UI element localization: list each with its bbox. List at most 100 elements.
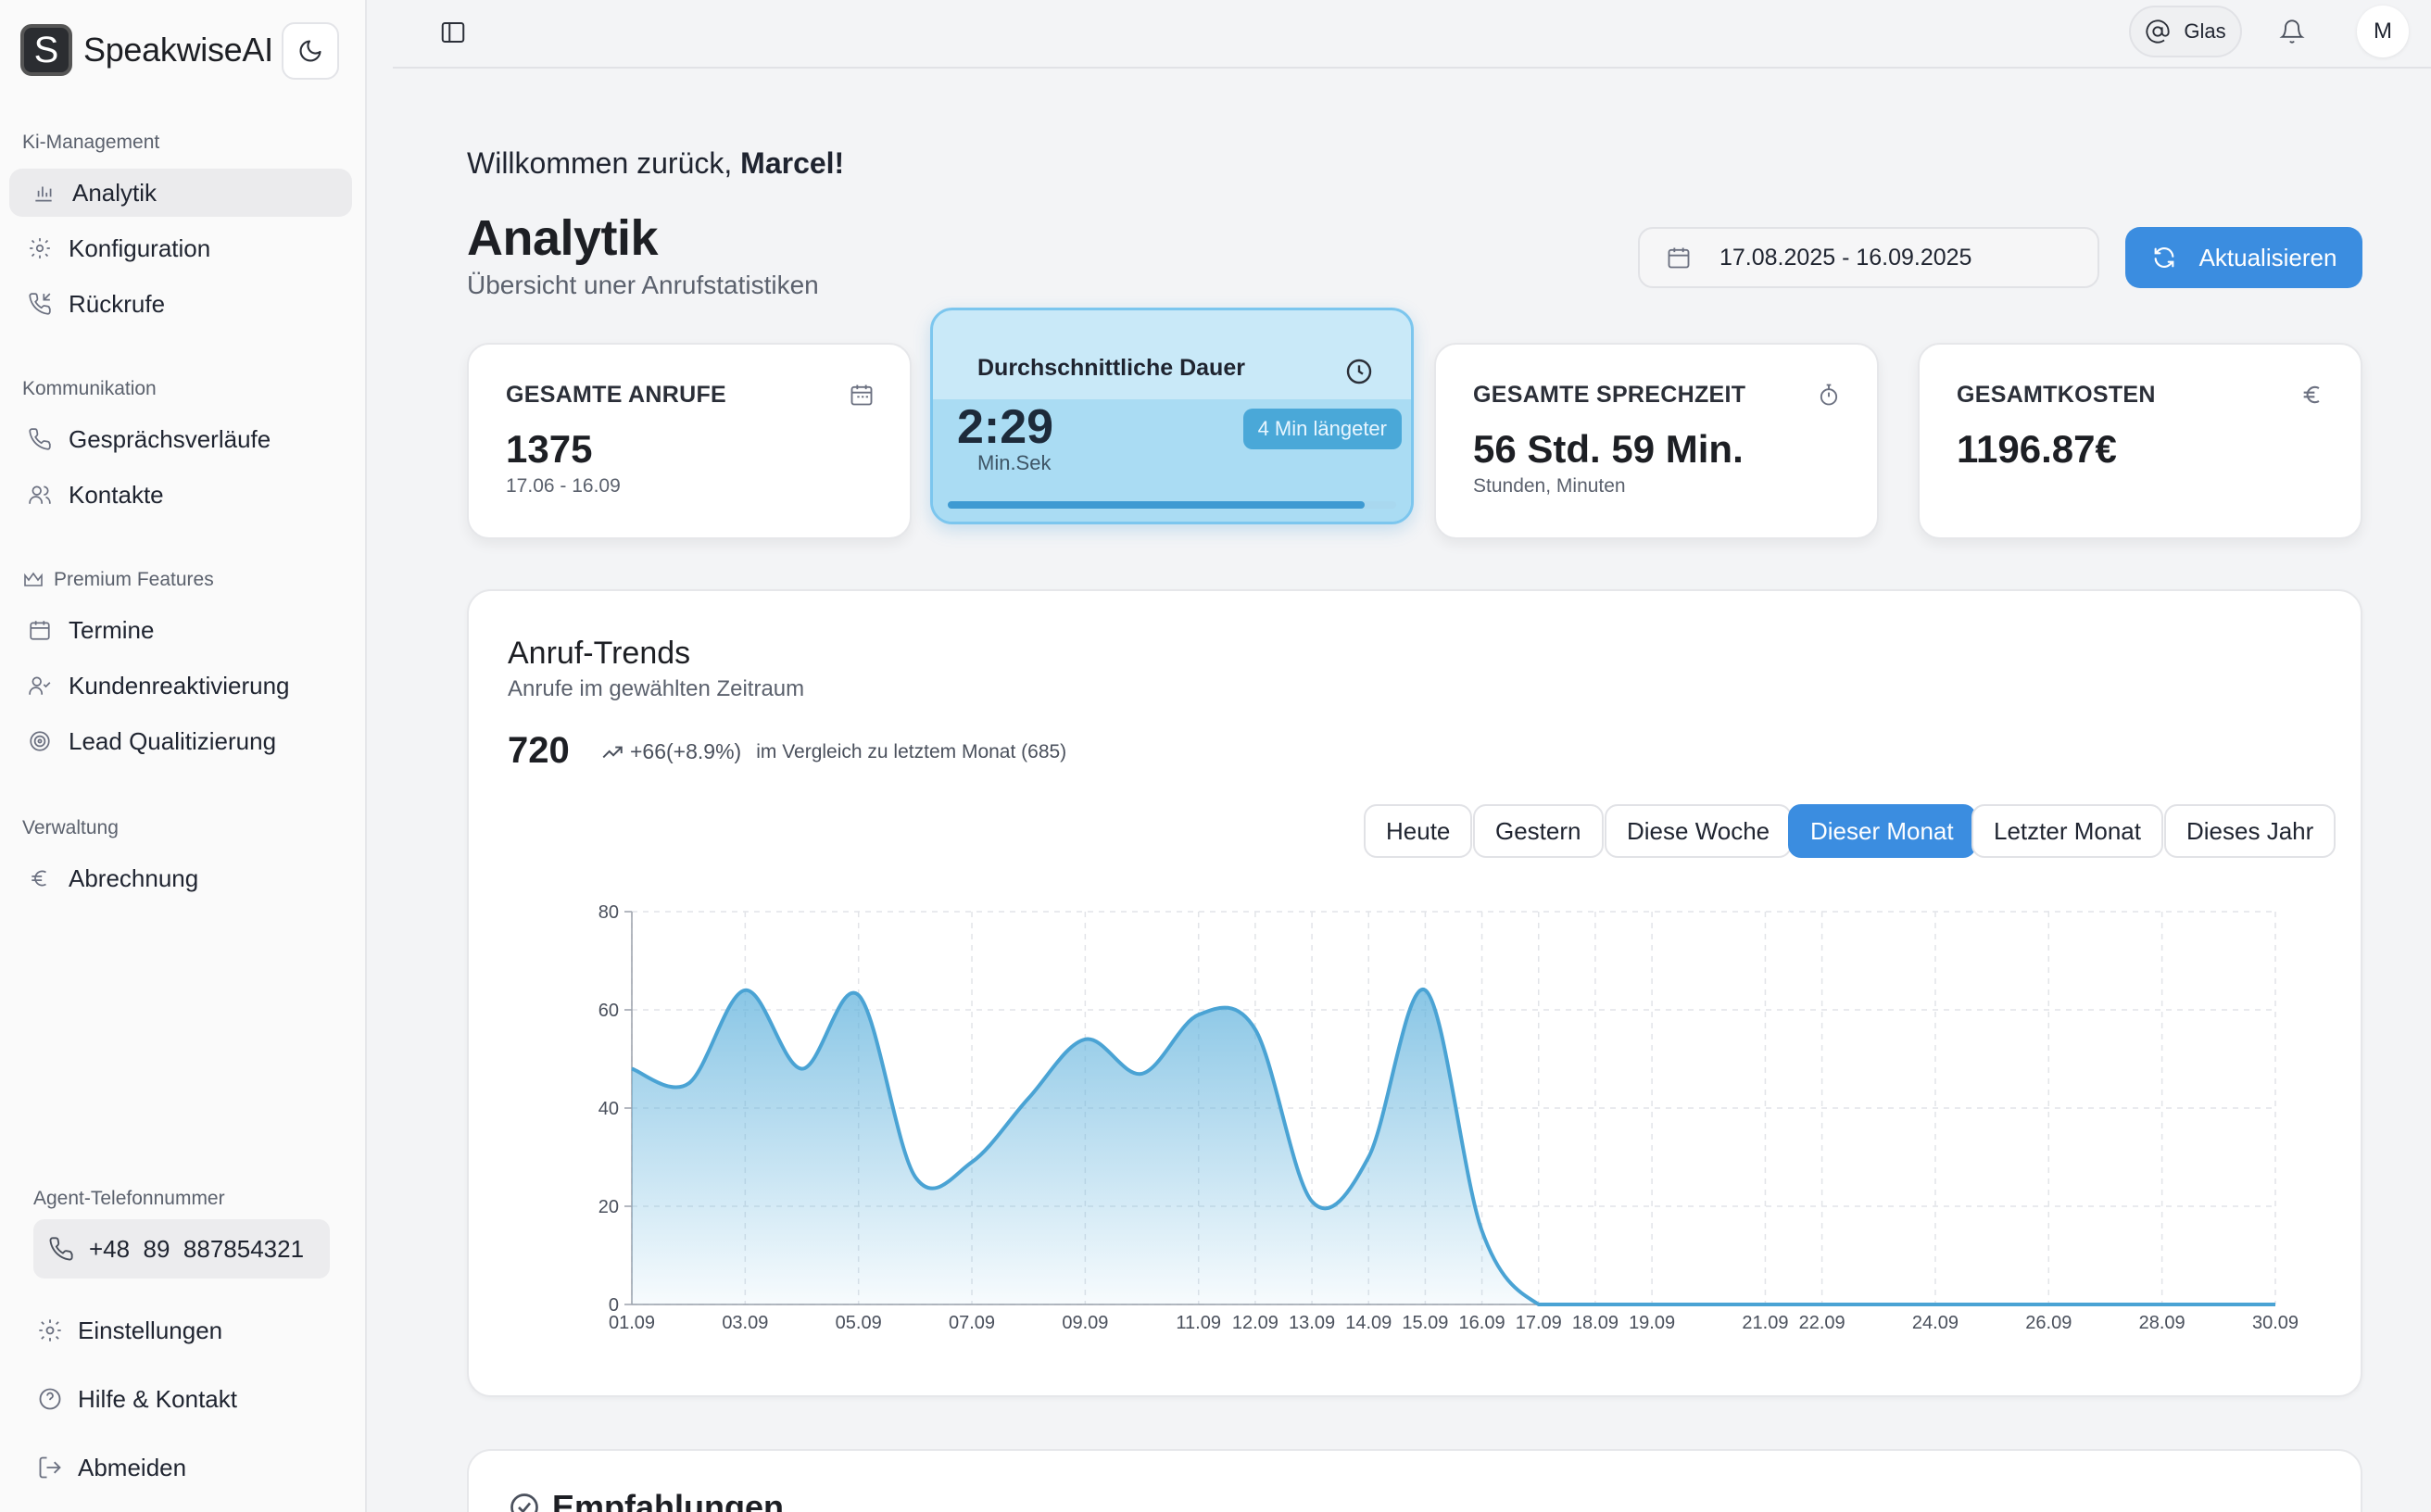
sidebar-item-label: Abrechnung [69, 863, 199, 892]
sidebar-item-rueckrufe[interactable]: Rückrufe [9, 280, 352, 328]
chart-total: 720 [508, 730, 570, 771]
bell-icon [2279, 19, 2305, 44]
x-tick-label: 30.09 [2252, 1313, 2299, 1333]
glas-label: Glas [2184, 19, 2226, 43]
sidebar-item-kontakte[interactable]: Kontakte [9, 471, 352, 519]
x-tick-label: 03.09 [722, 1313, 768, 1333]
sidebar-item-label: Lead Qualitizierung [69, 726, 277, 755]
y-tick-label: 60 [598, 1001, 619, 1021]
trend-compare: im Vergleich zu letztem Monat (685) [756, 740, 1067, 762]
section-premium-label: Premium Features [54, 569, 214, 590]
sidebar-item-abrechnung[interactable]: Abrechnung [9, 854, 352, 902]
bar-chart-icon [31, 181, 56, 205]
logout-link[interactable]: Abmeiden [37, 1445, 186, 1490]
sidebar-item-analytik[interactable]: Analytik [9, 169, 352, 217]
range-this-month-button[interactable]: Dieser Monat [1788, 804, 1976, 858]
agent-phone-field[interactable]: +48 89 887854321 [33, 1219, 330, 1279]
gear-icon [39, 1319, 61, 1342]
x-tick-label: 07.09 [949, 1313, 995, 1333]
sidebar-item-label: Termine [69, 615, 155, 644]
range-this-year-button[interactable]: Dieses Jahr [2164, 804, 2337, 858]
stat-card-talktime[interactable]: GESAMTE SPRECHZEIT 56 Std. 59 Min. Stund… [1434, 343, 1879, 539]
chart-trend: +66(+8.9%) im Vergleich zu letztem Monat… [600, 739, 1066, 764]
stat-label: GESAMTE ANRUFE [506, 382, 727, 408]
logout-label: Abmeiden [78, 1453, 187, 1481]
x-tick-label: 16.09 [1459, 1313, 1505, 1333]
help-label: Hilfe & Kontakt [78, 1384, 237, 1413]
clock-icon [1346, 359, 1372, 384]
stat-sub: 17.06 - 16.09 [506, 475, 621, 497]
range-today-button[interactable]: Heute [1364, 804, 1473, 858]
date-range-picker[interactable]: 17.08.2025 - 16.09.2025 [1638, 227, 2099, 288]
stat-card-calls[interactable]: GESAMTE ANRUFE 1375 17.06 - 16.09 [467, 343, 912, 539]
settings-link[interactable]: Einstellungen [37, 1308, 222, 1353]
x-tick-label: 09.09 [1062, 1313, 1108, 1333]
y-tick-label: 0 [609, 1295, 619, 1316]
stat-card-duration[interactable]: Durchschnittliche Dauer 2:29 Min.Sek 4 M… [930, 308, 1414, 524]
sidebar-item-kundenreaktivierung[interactable]: Kundenreaktivierung [9, 662, 352, 710]
brand[interactable]: S SpeakwiseAI [20, 24, 273, 76]
glas-theme-button[interactable]: Glas [2129, 6, 2242, 57]
theme-toggle-button[interactable] [282, 22, 339, 80]
settings-label: Einstellungen [78, 1316, 223, 1344]
target-icon [28, 729, 52, 753]
section-kommunikation: Kommunikation [22, 378, 157, 399]
sidebar-item-lead-qualitizierung[interactable]: Lead Qualitizierung [9, 717, 352, 765]
refresh-label: Aktualisieren [2198, 243, 2337, 271]
chart-subtitle: Anrufe im gewählten Zeitraum [508, 676, 805, 701]
sidebar-toggle-button[interactable] [439, 19, 467, 46]
stat-label: Durchschnittliche Dauer [977, 355, 1245, 381]
sidebar-item-termine[interactable]: Termine [9, 606, 352, 654]
agent-phone-label: Agent-Telefonnummer [33, 1188, 225, 1209]
user-avatar[interactable]: M [2357, 6, 2409, 57]
stat-card-costs[interactable]: GESAMTKOSTEN 1196.87€ [1918, 343, 2362, 539]
section-premium-features: Premium Features [22, 569, 214, 591]
app-logo: S [20, 24, 72, 76]
y-tick-label: 20 [598, 1197, 619, 1217]
sidebar-panel-icon [441, 22, 465, 43]
trend-change: +66(+8.9%) [630, 739, 742, 763]
recommendations-title: Empfahlungen [508, 1488, 784, 1512]
page-title: Analytik [467, 210, 659, 266]
notifications-button[interactable] [2275, 15, 2309, 48]
call-trends-card: 0 20 40 60 80 01.09 03.09 05.09 07.09 09.09 11.09 1… [467, 589, 2362, 1397]
stat-label: GESAMTKOSTEN [1957, 382, 2156, 408]
section-verwaltung: Verwaltung [22, 817, 119, 838]
sidebar-item-label: Kundenreaktivierung [69, 671, 290, 699]
section-ki-management: Ki-Management [22, 132, 160, 153]
series-line [631, 988, 2275, 1306]
sidebar-item-label: Kontakte [69, 480, 164, 509]
trending-up-icon [602, 746, 623, 758]
gear-icon [28, 236, 52, 260]
x-tick-label: 11.09 [1176, 1313, 1221, 1333]
range-last-month-button[interactable]: Letzter Monat [1971, 804, 2163, 858]
x-tick-label: 05.09 [836, 1313, 882, 1333]
x-tick-label: 26.09 [2025, 1313, 2072, 1333]
recommendations-card: Empfahlungen [467, 1449, 2362, 1512]
calendar-icon [28, 618, 52, 642]
sidebar-item-gespraechsverlaeufe[interactable]: Gesprächsverläufe [9, 415, 352, 463]
refresh-button[interactable]: Aktualisieren [2125, 227, 2362, 288]
sidebar-item-konfiguration[interactable]: Konfiguration [9, 224, 352, 272]
range-yesterday-button[interactable]: Gestern [1473, 804, 1604, 858]
logout-icon [39, 1456, 61, 1479]
sidebar-item-label: Gesprächsverläufe [69, 424, 271, 453]
at-icon [2146, 19, 2170, 44]
help-icon [39, 1388, 61, 1410]
y-tick-label: 80 [598, 902, 619, 923]
range-this-week-button[interactable]: Diese Woche [1605, 804, 1793, 858]
phone-callback-icon [28, 292, 52, 316]
recommendations-label: Empfahlungen [552, 1488, 784, 1512]
moon-icon [299, 40, 321, 62]
stat-sub: Stunden, Minuten [1473, 475, 1626, 497]
welcome-prefix: Willkommen zurück, [467, 146, 733, 180]
crown-icon [24, 572, 43, 586]
stat-value: 1375 [506, 427, 593, 471]
x-tick-label: 14.09 [1345, 1313, 1392, 1333]
help-contact-link[interactable]: Hilfe & Kontakt [37, 1377, 237, 1421]
user-check-icon [28, 674, 52, 698]
stat-value: 1196.87€ [1957, 427, 2117, 471]
chart-title: Anruf-Trends [508, 636, 691, 671]
phone-icon [49, 1237, 73, 1261]
duration-progress-bar [948, 501, 1396, 509]
